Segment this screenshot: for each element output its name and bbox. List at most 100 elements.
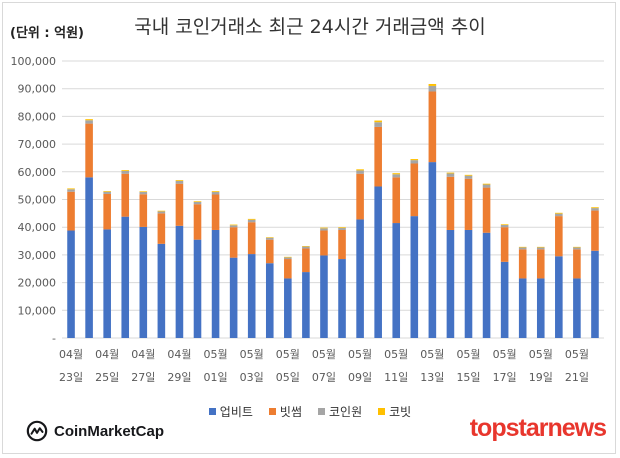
x-tick-day: 03일 <box>240 370 264 384</box>
bar-segment <box>139 192 148 195</box>
bar-segment <box>67 191 75 231</box>
legend-label: 코빗 <box>389 405 412 419</box>
x-tick-month: 05월 <box>529 348 553 361</box>
x-tick-day: 09일 <box>348 370 372 384</box>
bar-segment <box>157 211 166 214</box>
bar-segment <box>193 204 202 240</box>
bar-segment <box>338 228 346 230</box>
bar-segment <box>175 183 184 226</box>
bar-segment <box>536 249 545 279</box>
bar-segment <box>482 184 491 188</box>
x-tick-day: 21일 <box>565 370 589 384</box>
bar-segment <box>410 160 419 164</box>
bar-segment <box>193 239 202 338</box>
bar-segment <box>247 219 256 223</box>
bar-segment <box>247 218 256 220</box>
unit-label: (단위 : 억원) <box>10 26 84 41</box>
bar-segment <box>121 173 130 217</box>
bar-segment <box>85 177 93 338</box>
x-tick-day: 19일 <box>529 370 553 384</box>
bar-segment <box>85 120 93 124</box>
bar-segment <box>536 246 545 248</box>
bar-segment <box>121 216 130 338</box>
x-tick-day: 29일 <box>167 370 191 384</box>
bar-segment <box>428 85 437 92</box>
bar-segment <box>284 257 292 260</box>
bar-segment <box>591 208 599 211</box>
bar-segment <box>338 227 346 229</box>
legend-label: 빗썸 <box>279 405 302 419</box>
chart-title: 국내 코인거래소 최근 24시간 거래금액 추이 <box>134 16 486 38</box>
bar-segment <box>103 193 111 230</box>
bar-segment <box>374 186 382 338</box>
bar-segment <box>410 216 419 338</box>
x-tick-month: 05월 <box>384 348 408 361</box>
bar-segment <box>229 227 238 258</box>
y-tick-label: 100,000 <box>11 55 57 68</box>
legend-swatch <box>208 408 216 415</box>
bar-segment <box>338 259 346 338</box>
x-tick-day: 23일 <box>59 370 83 384</box>
bar-segment <box>302 272 310 338</box>
bar-segment <box>67 188 75 190</box>
x-tick-month: 04월 <box>95 348 119 361</box>
bar-segment <box>302 248 310 273</box>
y-tick-label: - <box>52 332 56 345</box>
bar-segment <box>265 237 274 238</box>
legend-item: 코인원 <box>318 403 362 420</box>
x-tick-day: 27일 <box>131 370 155 384</box>
bar-segment <box>175 225 184 338</box>
legend-item: 업비트 <box>208 403 253 420</box>
bar-segment <box>247 254 256 338</box>
bar-segment <box>573 246 581 248</box>
topstarnews-logo: topstarnews <box>469 414 607 442</box>
bar-segment <box>555 216 563 257</box>
bar-segment <box>103 191 111 192</box>
x-tick-month: 05월 <box>565 348 589 361</box>
bar-segment <box>67 230 75 338</box>
bar-segment <box>536 278 545 338</box>
bar-segment <box>518 247 527 250</box>
bar-segment <box>193 201 202 205</box>
bar-segment <box>356 170 364 174</box>
bar-segment <box>103 191 111 194</box>
chart-frame <box>2 2 616 454</box>
legend-item: 코빗 <box>378 403 411 420</box>
bar-segment <box>67 189 75 192</box>
x-tick-month: 05월 <box>493 348 517 361</box>
bar-segment <box>518 246 527 248</box>
bar-segment <box>410 159 419 161</box>
legend-label: 코인원 <box>329 405 363 419</box>
x-tick-month: 05월 <box>348 348 372 361</box>
bar-segment <box>573 247 581 250</box>
bar-segment <box>338 229 346 260</box>
y-tick-label: 60,000 <box>18 166 57 179</box>
bar-segment <box>392 223 401 338</box>
bar-segment <box>175 180 184 181</box>
bar-segment <box>211 229 220 338</box>
bar-segment <box>392 173 401 175</box>
x-tick-day: 25일 <box>95 370 119 384</box>
bar-segment <box>320 227 328 229</box>
bar-segment <box>500 224 509 225</box>
bar-segment <box>555 212 563 214</box>
bar-segment <box>265 237 274 240</box>
legend: 업비트 빗썸 코인원 코빗 <box>0 403 620 420</box>
bar-segment <box>428 162 437 338</box>
x-tick-day: 15일 <box>456 370 480 384</box>
bar-segment <box>500 227 509 262</box>
bar-segment <box>85 119 93 121</box>
bar-segment <box>428 83 437 86</box>
bar-segment <box>482 183 491 185</box>
bar-segment <box>139 194 148 227</box>
legend-label: 업비트 <box>219 405 253 419</box>
bar-segment <box>482 187 491 233</box>
coinmarketcap-text: CoinMarketCap <box>54 422 165 440</box>
x-tick-month: 04월 <box>131 348 155 361</box>
coinmarketcap-icon <box>26 420 48 442</box>
legend-swatch <box>378 408 386 415</box>
bar-segment <box>284 259 292 279</box>
bar-segment <box>464 229 473 338</box>
bar-segment <box>500 261 509 338</box>
bar-segment <box>573 278 581 338</box>
